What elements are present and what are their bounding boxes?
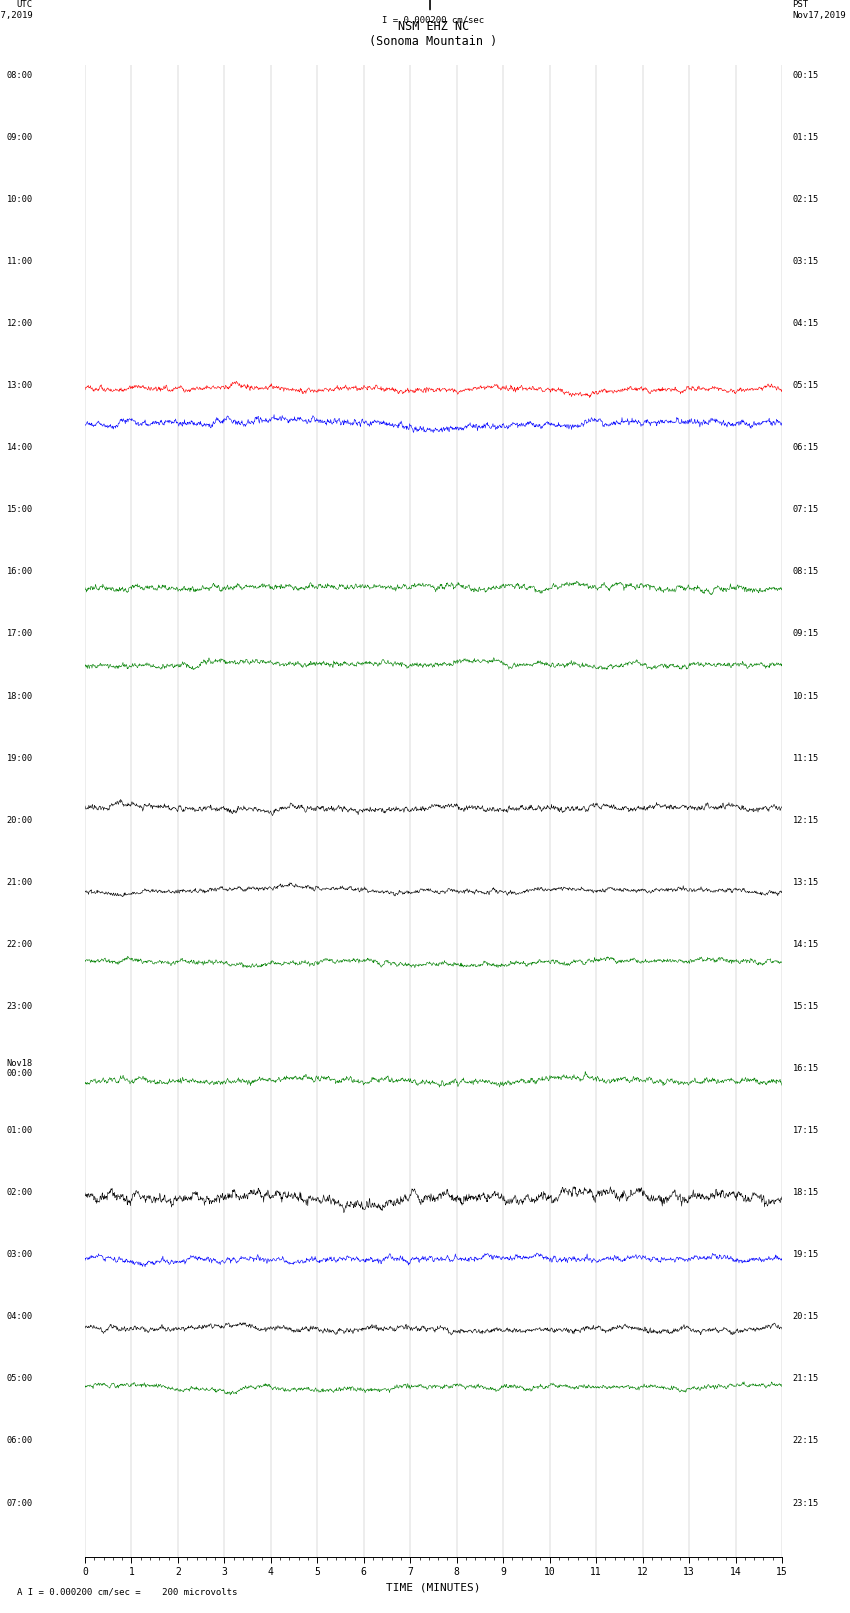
Text: 17:00: 17:00 (7, 629, 33, 639)
Text: UTC
Nov17,2019: UTC Nov17,2019 (0, 0, 33, 19)
Text: 18:00: 18:00 (7, 692, 33, 700)
Text: 11:15: 11:15 (792, 753, 819, 763)
Text: 20:15: 20:15 (792, 1313, 819, 1321)
Text: 12:15: 12:15 (792, 816, 819, 824)
Text: 03:00: 03:00 (7, 1250, 33, 1260)
Text: 01:00: 01:00 (7, 1126, 33, 1136)
Text: 13:15: 13:15 (792, 877, 819, 887)
Text: 18:15: 18:15 (792, 1189, 819, 1197)
X-axis label: TIME (MINUTES): TIME (MINUTES) (386, 1582, 481, 1592)
Text: 06:00: 06:00 (7, 1437, 33, 1445)
Text: 11:00: 11:00 (7, 256, 33, 266)
Text: 21:00: 21:00 (7, 877, 33, 887)
Text: 22:15: 22:15 (792, 1437, 819, 1445)
Text: 04:15: 04:15 (792, 319, 819, 327)
Text: 20:00: 20:00 (7, 816, 33, 824)
Text: 08:15: 08:15 (792, 568, 819, 576)
Text: 07:15: 07:15 (792, 505, 819, 515)
Text: 03:15: 03:15 (792, 256, 819, 266)
Text: A I = 0.000200 cm/sec =    200 microvolts: A I = 0.000200 cm/sec = 200 microvolts (17, 1587, 237, 1597)
Text: 16:00: 16:00 (7, 568, 33, 576)
Text: 04:00: 04:00 (7, 1313, 33, 1321)
Text: 23:00: 23:00 (7, 1002, 33, 1011)
Text: 12:00: 12:00 (7, 319, 33, 327)
Text: 17:15: 17:15 (792, 1126, 819, 1136)
Text: 22:00: 22:00 (7, 940, 33, 948)
Text: 02:00: 02:00 (7, 1189, 33, 1197)
Text: 00:15: 00:15 (792, 71, 819, 79)
Text: 15:15: 15:15 (792, 1002, 819, 1011)
Title: NSM EHZ NC
(Sonoma Mountain ): NSM EHZ NC (Sonoma Mountain ) (370, 19, 497, 48)
Text: 09:15: 09:15 (792, 629, 819, 639)
Text: 06:15: 06:15 (792, 444, 819, 452)
Text: 13:00: 13:00 (7, 381, 33, 390)
Text: 08:00: 08:00 (7, 71, 33, 79)
Text: 10:00: 10:00 (7, 195, 33, 203)
Text: 14:15: 14:15 (792, 940, 819, 948)
Text: 10:15: 10:15 (792, 692, 819, 700)
Text: 02:15: 02:15 (792, 195, 819, 203)
Text: 09:00: 09:00 (7, 132, 33, 142)
Text: 05:00: 05:00 (7, 1374, 33, 1384)
Text: 14:00: 14:00 (7, 444, 33, 452)
Text: I = 0.000200 cm/sec: I = 0.000200 cm/sec (382, 15, 484, 24)
Text: Nov18
00:00: Nov18 00:00 (7, 1058, 33, 1077)
Text: 16:15: 16:15 (792, 1065, 819, 1073)
Text: 05:15: 05:15 (792, 381, 819, 390)
Text: PST
Nov17,2019: PST Nov17,2019 (792, 0, 847, 19)
Text: 15:00: 15:00 (7, 505, 33, 515)
Text: 19:15: 19:15 (792, 1250, 819, 1260)
Text: 19:00: 19:00 (7, 753, 33, 763)
Text: 23:15: 23:15 (792, 1498, 819, 1508)
Text: 21:15: 21:15 (792, 1374, 819, 1384)
Text: 01:15: 01:15 (792, 132, 819, 142)
Text: 07:00: 07:00 (7, 1498, 33, 1508)
